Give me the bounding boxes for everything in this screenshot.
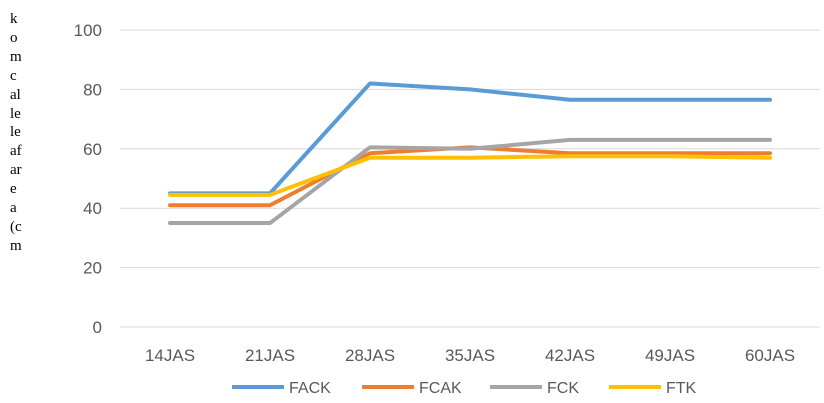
x-tick-label: 14JAS: [145, 346, 195, 365]
data-point-fcak: [769, 152, 771, 154]
y-tick-label: 20: [83, 259, 102, 278]
x-tick-label: 28JAS: [345, 346, 395, 365]
y-axis-label-line: a: [10, 200, 17, 216]
data-point-ftk: [769, 157, 771, 159]
x-axis-ticks: 14JAS 21JAS 28JAS 35JAS 42JAS 49JAS 60JAS: [145, 346, 795, 365]
x-tick-label: 35JAS: [445, 346, 495, 365]
y-tick-label: 80: [83, 80, 102, 99]
y-axis-label-line: e: [10, 181, 17, 198]
x-tick-label: 42JAS: [545, 346, 595, 365]
x-tick-label: 21JAS: [245, 346, 295, 365]
data-point-fcak: [269, 204, 271, 206]
x-tick-label: 49JAS: [645, 346, 695, 365]
y-axis-label-line: le: [10, 124, 21, 141]
data-point-fack: [469, 88, 471, 90]
data-point-fack: [669, 99, 671, 101]
y-axis-label-line: ar: [10, 162, 22, 179]
data-point-fcak: [669, 152, 671, 154]
x-tick-label: 60JAS: [745, 346, 795, 365]
legend-label-ftk: FTK: [666, 380, 697, 397]
legend: FACK FCAK FCK FTK: [232, 380, 697, 397]
data-point-fack: [569, 99, 571, 101]
data-point-fcak: [369, 152, 371, 154]
data-point-fcak: [569, 152, 571, 154]
data-point-fck: [769, 139, 771, 141]
y-tick-label: 40: [83, 199, 102, 218]
y-axis-label-line: o: [10, 29, 18, 46]
y-axis-label-line: le: [10, 105, 21, 122]
y-axis-label-line: al: [10, 86, 21, 103]
data-point-ftk: [469, 157, 471, 159]
y-tick-label: 60: [83, 140, 102, 159]
data-point-fck: [269, 222, 271, 224]
data-point-fck: [369, 146, 371, 148]
y-axis-label-line: k: [10, 11, 18, 27]
data-point-ftk: [569, 155, 571, 157]
y-axis-label-line: (c: [10, 218, 22, 235]
legend-label-fack: FACK: [289, 380, 331, 397]
data-point-ftk: [669, 155, 671, 157]
y-axis-label-line: m: [10, 48, 22, 65]
data-point-fck: [169, 222, 171, 224]
data-point-fack: [769, 99, 771, 101]
data-point-fcak: [169, 204, 171, 206]
series-line-ftk: [168, 154, 772, 197]
y-tick-label: 100: [74, 21, 102, 40]
legend-label-fck: FCK: [547, 380, 579, 397]
legend-label-fcak: FCAK: [419, 380, 462, 397]
data-point-fack: [369, 82, 371, 84]
series-lines: [168, 81, 772, 226]
data-point-ftk: [369, 157, 371, 159]
y-axis-label-line: af: [10, 143, 22, 160]
data-point-ftk: [269, 194, 271, 196]
data-point-fck: [569, 139, 571, 141]
y-axis-label-line: c: [10, 67, 17, 84]
data-point-fck: [669, 139, 671, 141]
data-point-fck: [469, 148, 471, 150]
y-axis-label-line: m: [10, 237, 22, 254]
grid-lines: [120, 29, 820, 328]
y-tick-label: 0: [93, 318, 102, 337]
data-point-ftk: [169, 194, 171, 196]
y-axis-ticks: 0 20 40 60 80 100: [74, 21, 102, 337]
